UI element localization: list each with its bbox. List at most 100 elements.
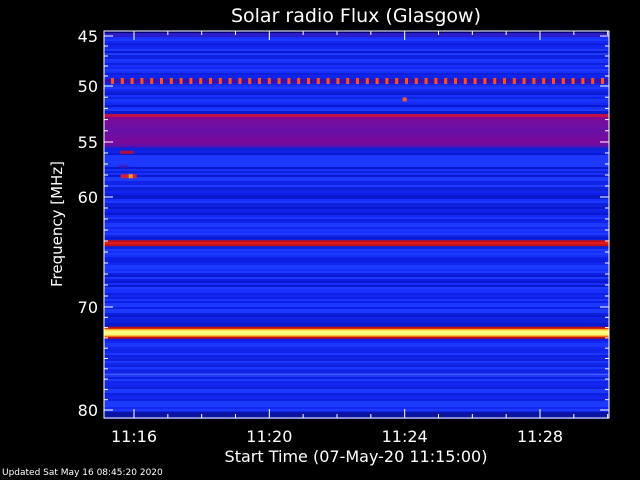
spectrogram-background-texture: [104, 31, 609, 419]
periodic-spike: [414, 78, 418, 84]
background-stripe: [104, 385, 609, 387]
background-stripe: [104, 207, 609, 209]
periodic-spike: [601, 78, 604, 84]
background-stripe: [104, 357, 609, 359]
background-stripe: [104, 169, 609, 171]
background-stripe: [104, 295, 609, 297]
background-stripe: [104, 263, 609, 265]
background-stripe: [104, 231, 609, 233]
periodic-spike: [473, 78, 477, 84]
background-stripe: [104, 177, 609, 179]
periodic-spike: [140, 78, 144, 84]
background-stripe: [104, 407, 609, 409]
broad-band-edge: [104, 114, 609, 117]
background-stripe: [104, 97, 609, 99]
background-stripe: [104, 265, 609, 267]
background-stripe: [104, 205, 609, 207]
background-stripe: [104, 69, 609, 71]
background-stripe: [104, 377, 609, 379]
periodic-spike: [307, 78, 310, 84]
background-stripe: [104, 149, 609, 151]
periodic-spike: [169, 78, 173, 84]
background-stripe: [104, 381, 609, 383]
background-stripe: [104, 367, 609, 369]
periodic-spike: [326, 78, 330, 84]
background-stripe: [104, 255, 609, 257]
background-stripe: [104, 387, 609, 389]
y-axis-label: Frequency [MHz]: [48, 161, 66, 287]
background-stripe: [104, 383, 609, 385]
x-tick-label: 11:24: [382, 427, 428, 446]
burst-segment: [119, 150, 134, 154]
y-tick-label: 80: [78, 401, 98, 420]
background-stripe: [104, 341, 609, 343]
background-stripe: [104, 203, 609, 205]
background-stripe: [104, 309, 609, 311]
background-stripe: [104, 345, 609, 347]
background-stripe: [104, 201, 609, 203]
periodic-spike: [483, 78, 487, 84]
background-stripe: [104, 305, 609, 307]
periodic-spike: [248, 78, 252, 84]
background-stripe: [104, 403, 609, 405]
background-stripe: [104, 391, 609, 393]
background-stripe: [104, 307, 609, 309]
periodic-spike: [346, 78, 350, 84]
background-stripe: [104, 277, 609, 279]
background-stripe: [104, 55, 609, 57]
background-stripe: [104, 275, 609, 277]
periodic-spike: [561, 78, 565, 84]
background-stripe: [104, 63, 609, 65]
background-stripe: [104, 87, 609, 89]
background-stripe: [104, 189, 609, 191]
periodic-spike: [444, 78, 448, 84]
periodic-spike: [228, 78, 232, 84]
periodic-spike: [493, 78, 497, 84]
periodic-spike: [385, 78, 389, 84]
periodic-spike: [120, 78, 124, 84]
background-stripe: [104, 107, 609, 109]
updated-timestamp: Updated Sat May 16 08:45:20 2020: [2, 468, 163, 478]
background-stripe: [104, 233, 609, 235]
background-stripe: [104, 355, 609, 357]
chart-title: Solar radio Flux (Glasgow): [231, 5, 481, 27]
periodic-spike: [179, 78, 183, 84]
background-stripe: [104, 195, 609, 197]
background-stripe: [104, 103, 609, 105]
x-axis: 11:16 11:20 11:24 11:28: [111, 31, 609, 446]
background-stripe: [104, 315, 609, 317]
background-stripe: [104, 279, 609, 281]
background-stripe: [104, 339, 609, 341]
emission-features: [104, 33, 609, 339]
background-stripe: [104, 73, 609, 75]
background-stripe: [104, 51, 609, 53]
periodic-spike: [267, 78, 271, 84]
background-stripe: [104, 213, 609, 215]
background-stripe: [104, 111, 609, 113]
background-stripe: [104, 193, 609, 195]
periodic-spike: [336, 78, 340, 84]
background-stripe: [104, 209, 609, 211]
periodic-spike: [591, 78, 595, 84]
plot-frame: [103, 30, 610, 419]
background-stripe: [104, 185, 609, 187]
periodic-spike: [571, 78, 575, 84]
background-stripe: [104, 293, 609, 295]
background-stripe: [104, 361, 609, 363]
burst-dot: [402, 97, 407, 102]
background-stripe: [104, 179, 609, 181]
y-tick-label: 70: [78, 298, 98, 317]
background-stripe: [104, 261, 609, 263]
background-stripe: [104, 53, 609, 55]
background-stripe: [104, 219, 609, 221]
periodic-spike: [218, 78, 222, 84]
periodic-spike: [552, 78, 555, 84]
background-stripe: [104, 235, 609, 237]
periodic-spike: [512, 78, 516, 84]
background-stripe: [104, 311, 609, 313]
background-stripe: [104, 181, 609, 183]
background-stripe: [104, 347, 609, 349]
background-stripe: [104, 89, 609, 91]
background-stripe: [104, 173, 609, 175]
periodic-spike: [150, 78, 154, 84]
